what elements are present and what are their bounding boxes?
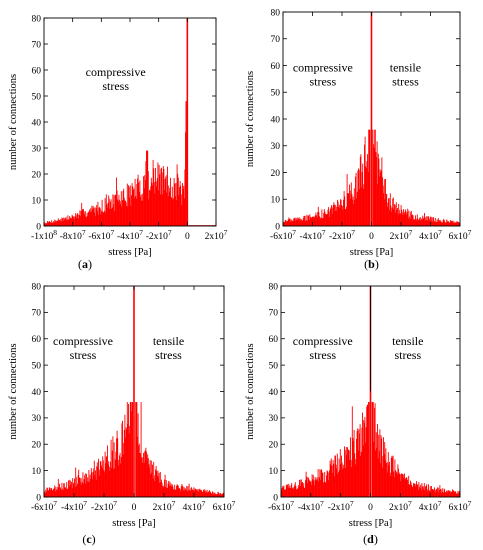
x-axis-label: stress [Pa]	[112, 518, 155, 529]
x-tick-label: 2x107	[389, 499, 412, 513]
x-axis-label: stress [Pa]	[349, 518, 392, 529]
x-tick-label: 6x107	[449, 499, 472, 513]
y-tick-label: 60	[32, 66, 42, 76]
x-axis-label: stress [Pa]	[350, 247, 393, 258]
histogram-bars	[283, 12, 460, 226]
y-tick-label: 20	[32, 170, 42, 180]
region-annotation: stress	[155, 348, 182, 362]
y-tick-label: 50	[32, 361, 42, 371]
y-tick-label: 60	[32, 335, 42, 345]
y-axis-label: number of connections	[245, 71, 256, 167]
y-tick-label: 40	[271, 115, 281, 125]
x-tick-label: 2x107	[153, 499, 176, 513]
y-tick-label: 70	[32, 40, 42, 50]
x-tick-label: -6x107	[88, 228, 114, 242]
y-tick-label: 20	[271, 169, 281, 179]
x-tick-label: -2x107	[146, 228, 172, 242]
y-tick-label: 80	[32, 14, 42, 24]
y-tick-label: 60	[271, 62, 281, 72]
x-tick-label: -6x107	[268, 499, 294, 513]
x-tick-label: 0	[368, 503, 373, 513]
region-annotation: compressive	[86, 65, 146, 79]
x-tick-label: -1x108	[31, 228, 57, 242]
x-tick-label: 2x107	[390, 228, 413, 242]
region-annotation: stress	[70, 348, 97, 362]
region-annotation: compressive	[293, 334, 353, 348]
region-annotation: stress	[394, 348, 421, 362]
region-annotation: tensile	[153, 334, 184, 348]
y-tick-label: 80	[32, 282, 42, 292]
y-tick-label: 50	[271, 89, 281, 99]
y-tick-label: 10	[32, 467, 42, 477]
chart-panel-a: 0 10 20 30 40 50 60 70 80 -1x108 -8x107 -6x107 -4x10…	[8, 14, 228, 271]
x-tick-label: -2x107	[329, 228, 355, 242]
region-annotation: compressive	[293, 61, 353, 75]
x-tick-label: -4x107	[61, 499, 87, 513]
region-annotation: stress	[102, 79, 129, 93]
y-tick-label: 0	[275, 222, 280, 232]
x-tick-label: 4x107	[419, 228, 442, 242]
panel-label: (c)	[82, 532, 95, 546]
x-axis-label: stress [Pa]	[108, 247, 151, 258]
region-annotation: tensile	[390, 61, 421, 75]
x-tick-label: -6x107	[31, 499, 57, 513]
y-tick-label: 70	[32, 309, 42, 319]
region-annotation: stress	[392, 75, 419, 89]
x-tick-label: 4x107	[419, 499, 442, 513]
y-axis-label: number of connections	[245, 343, 256, 439]
x-tick-label: -8x107	[60, 228, 86, 242]
y-tick-label: 0	[273, 493, 278, 503]
y-tick-label: 30	[32, 414, 42, 424]
x-tick-label: -4x107	[117, 228, 143, 242]
y-tick-label: 70	[269, 309, 279, 319]
y-tick-label: 20	[269, 441, 279, 451]
y-tick-label: 70	[271, 35, 281, 45]
y-tick-label: 0	[36, 493, 41, 503]
y-tick-label: 30	[271, 142, 281, 152]
x-tick-label: 0	[369, 232, 374, 242]
x-tick-label: 0	[185, 232, 190, 242]
y-tick-label: 40	[32, 118, 42, 128]
y-tick-label: 20	[32, 441, 42, 451]
histogram-bars	[44, 18, 216, 226]
x-tick-label: 0	[132, 503, 137, 513]
region-annotation: tensile	[392, 334, 423, 348]
chart-panel-b: 0 10 20 30 40 50 60 70 80 -6x107 -4x107 -2x107 0 2x10…	[245, 8, 472, 271]
y-tick-label: 10	[269, 467, 279, 477]
y-tick-label: 80	[271, 8, 281, 18]
y-tick-label: 60	[269, 335, 279, 345]
y-axis-label: number of connections	[8, 74, 19, 170]
x-tick-label: -6x107	[270, 228, 296, 242]
x-tick-label: 6x107	[213, 499, 236, 513]
x-tick-label: -2x107	[328, 499, 354, 513]
histogram-bars	[44, 286, 224, 497]
y-tick-label: 50	[269, 361, 279, 371]
region-annotation: stress	[309, 75, 336, 89]
histogram-bars	[281, 286, 461, 497]
panel-label: (d)	[363, 532, 378, 546]
y-tick-label: 10	[271, 196, 281, 206]
y-axis-label: number of connections	[8, 343, 19, 439]
y-tick-label: 30	[32, 144, 42, 154]
chart-panel-d: 0 10 20 30 40 50 60 70 80 -6x107 -4x107 -2x107 0 2x10…	[245, 282, 472, 546]
x-tick-label: 6x107	[449, 228, 472, 242]
y-tick-label: 40	[32, 388, 42, 398]
region-annotation: stress	[309, 348, 336, 362]
region-annotation: compressive	[53, 334, 113, 348]
y-tick-label: 40	[269, 388, 279, 398]
y-tick-label: 80	[269, 282, 279, 292]
chart-panel-c: 0 10 20 30 40 50 60 70 80 -6x107 -4x107 -2x107 0 2x10…	[8, 282, 236, 546]
x-tick-label: -4x107	[300, 228, 326, 242]
x-tick-label: -4x107	[298, 499, 324, 513]
x-tick-label: 2x107	[205, 228, 228, 242]
y-tick-label: 10	[32, 196, 42, 206]
panel-label: (b)	[364, 257, 379, 271]
y-tick-label: 50	[32, 92, 42, 102]
y-tick-label: 30	[269, 414, 279, 424]
x-tick-label: -2x107	[91, 499, 117, 513]
x-tick-label: 4x107	[183, 499, 206, 513]
panel-label: (a)	[78, 257, 92, 271]
y-tick-label: 0	[36, 222, 41, 232]
